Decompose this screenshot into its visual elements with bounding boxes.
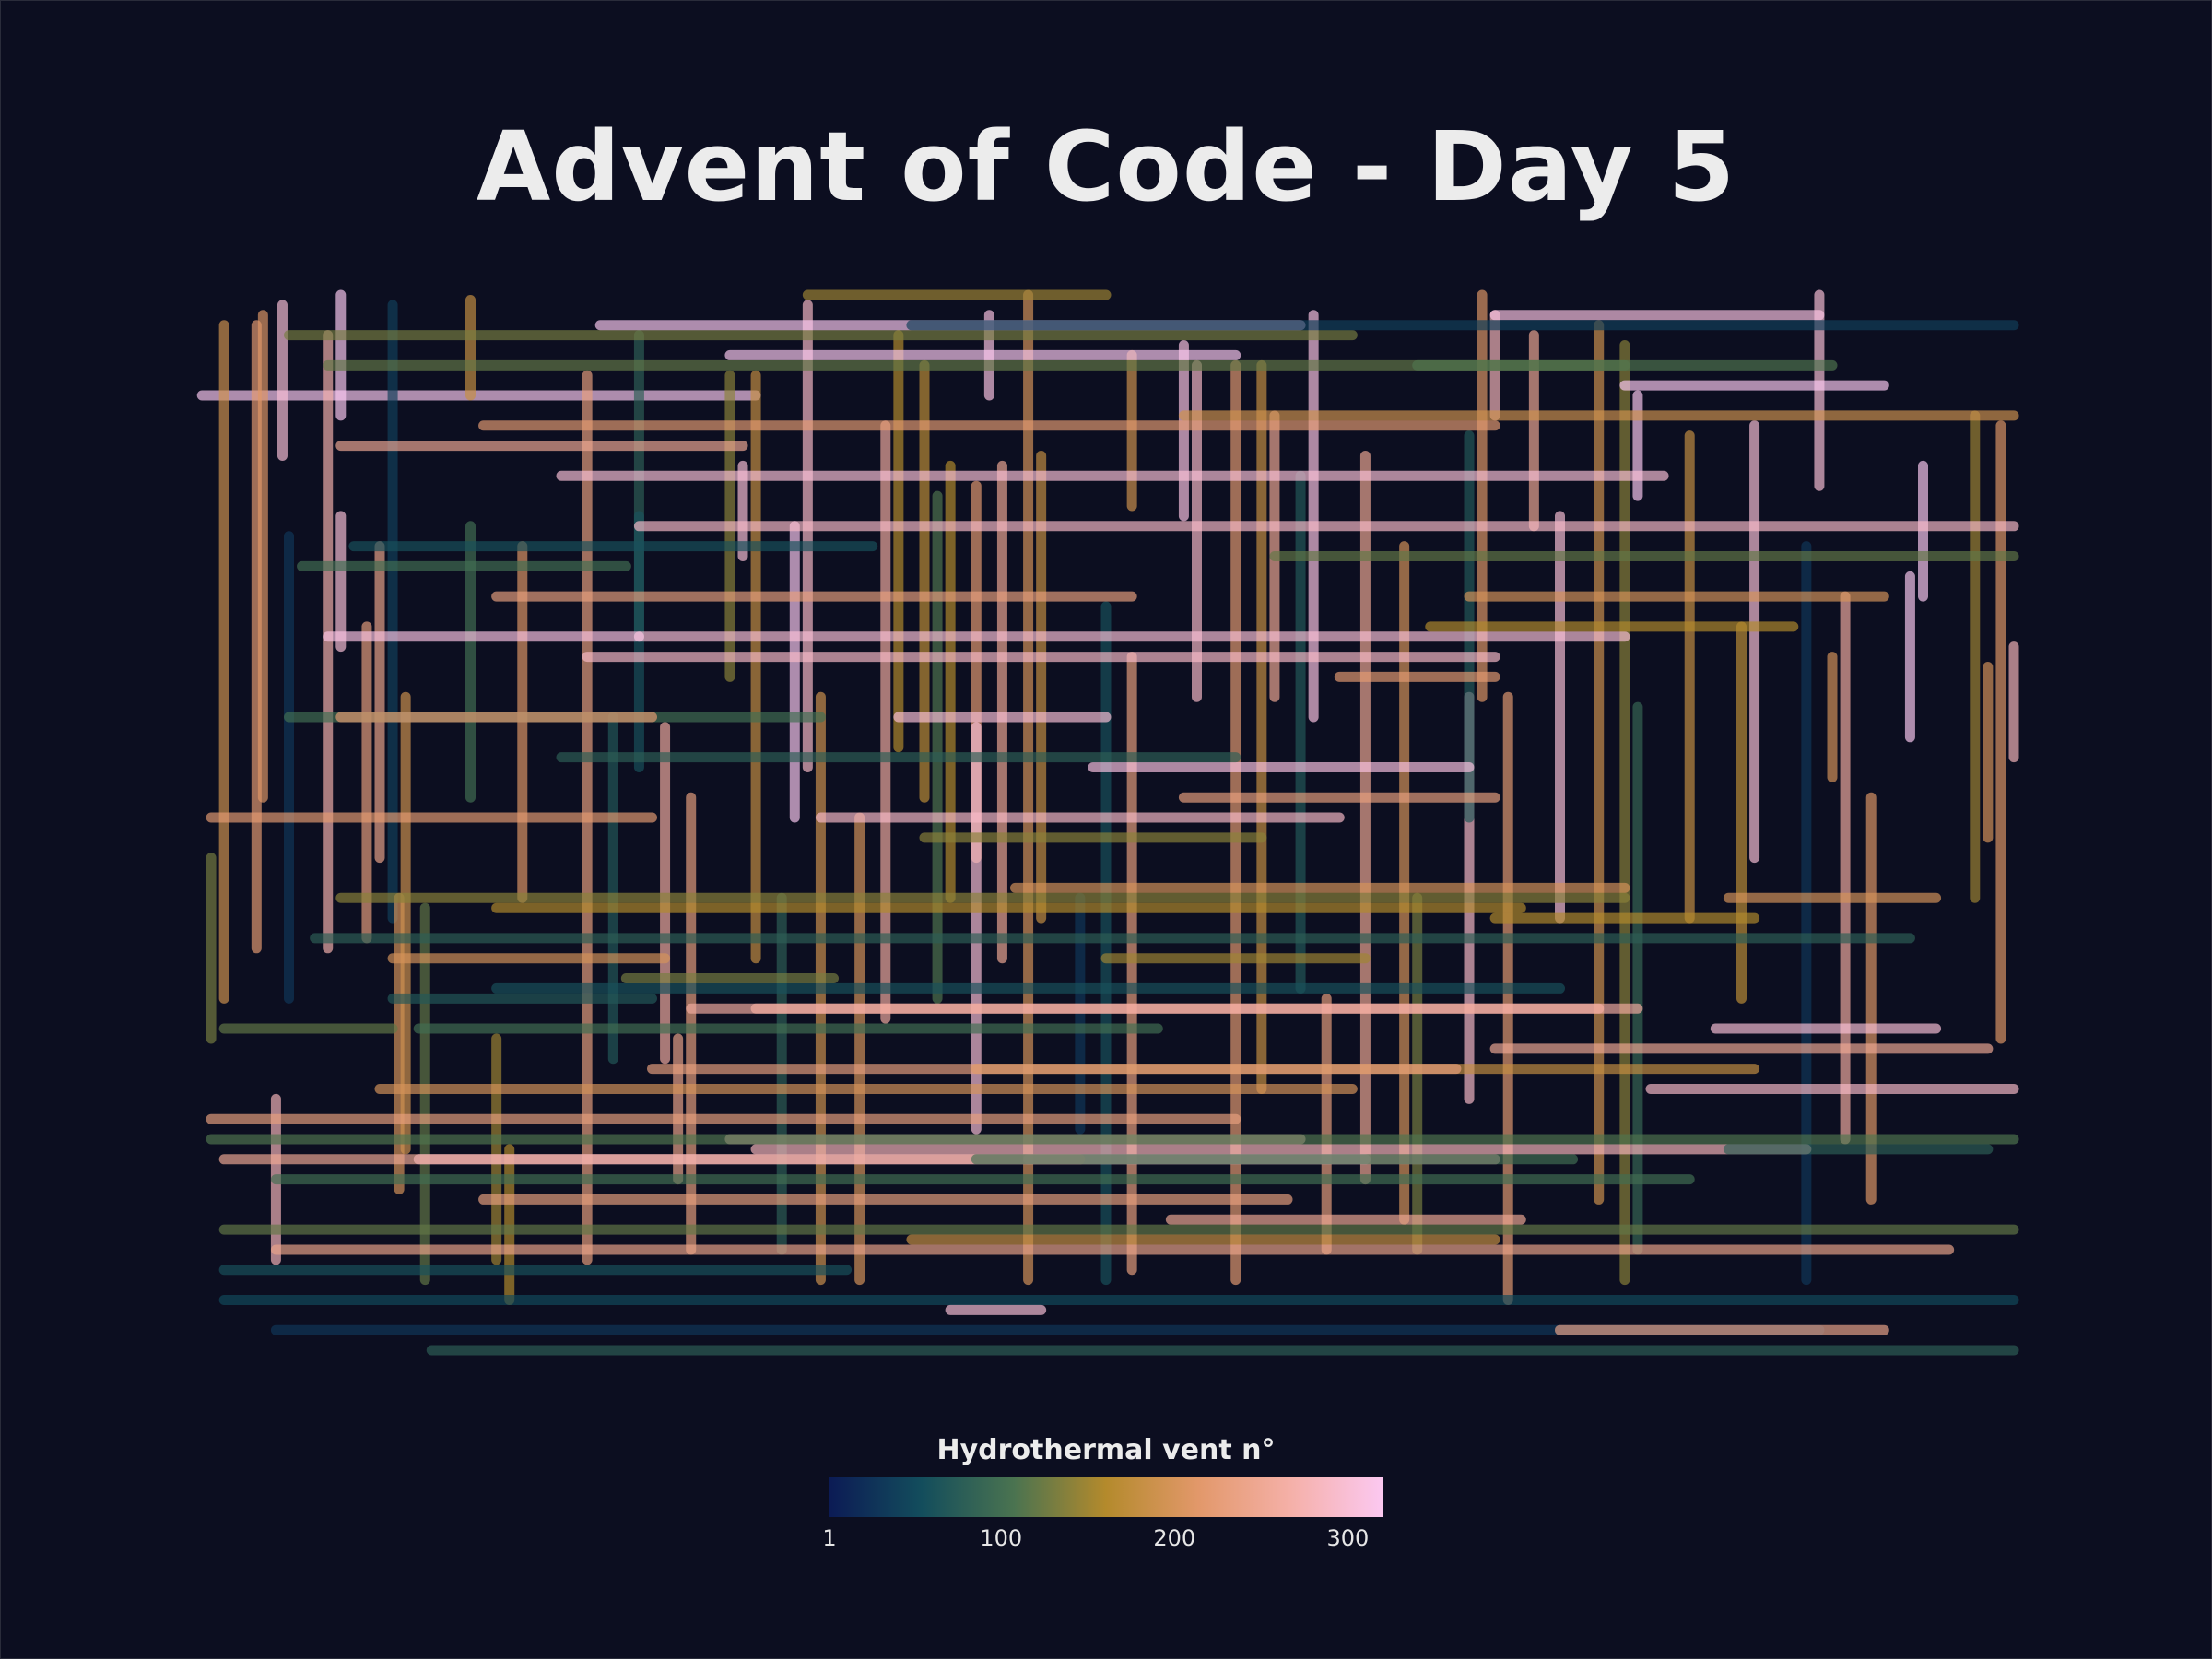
legend-tick-label: 100	[980, 1525, 1023, 1551]
legend-tick-label: 200	[1153, 1525, 1196, 1551]
legend-tick-label: 300	[1326, 1525, 1370, 1551]
legend-title: Hydrothermal vent n°	[936, 1434, 1276, 1466]
vent-segments	[196, 289, 2019, 1356]
chart-title: Advent of Code - Day 5	[476, 111, 1736, 223]
legend-tick-label: 1	[822, 1525, 837, 1551]
legend-colorbar	[830, 1477, 1382, 1517]
